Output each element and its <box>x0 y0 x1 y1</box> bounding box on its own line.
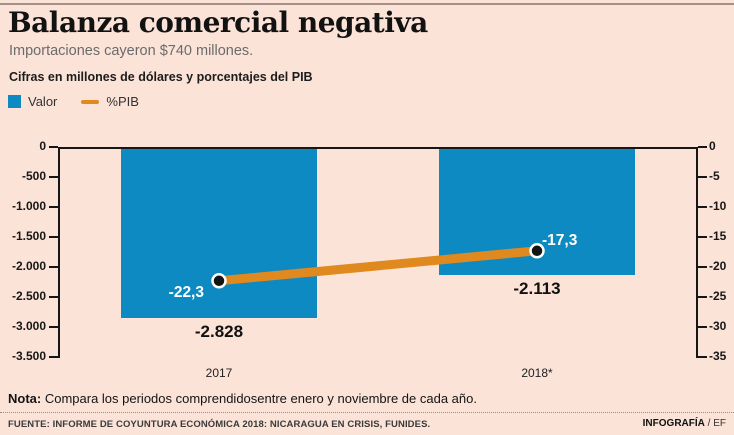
left-axis-line <box>58 147 60 358</box>
pib-line <box>218 246 538 286</box>
right-axis-tick <box>698 176 707 178</box>
right-axis-tick-label: 0 <box>709 139 716 153</box>
bar-swatch-icon <box>8 95 21 108</box>
category-label: 2018* <box>521 366 553 380</box>
category-label: 2017 <box>205 366 233 380</box>
credit-rest: / EF <box>704 418 726 429</box>
bar-value-label: -2.828 <box>194 322 244 341</box>
page-title: Balanza comercial negativa <box>8 6 428 39</box>
left-axis-tick-label: -3.000 <box>11 319 46 333</box>
credit: INFOGRAFÍA / EF <box>643 418 726 429</box>
right-axis-tick-label: -15 <box>709 229 727 243</box>
left-axis-tick-label: -1.000 <box>11 199 46 213</box>
right-axis-tick <box>698 146 707 148</box>
right-axis-tick <box>698 356 707 358</box>
left-axis-tick-label: 0 <box>39 139 46 153</box>
legend-item-valor: Valor <box>8 94 57 109</box>
left-axis-tick <box>49 356 58 358</box>
pib-line-layer <box>211 243 545 289</box>
left-axis-tick <box>49 326 58 328</box>
legend-item-pib: %PIB <box>81 94 139 109</box>
left-axis-tick <box>49 296 58 298</box>
left-axis-tick <box>49 236 58 238</box>
legend-label: Valor <box>28 94 58 109</box>
bar <box>121 149 317 318</box>
chart-legend: Valor %PIB <box>8 94 139 109</box>
line-swatch-icon <box>81 99 100 104</box>
right-axis-tick-label: -30 <box>709 319 727 333</box>
pib-point <box>529 243 545 259</box>
right-axis-line <box>696 147 698 358</box>
credit-brand: INFOGRAFÍA <box>642 418 705 429</box>
right-axis-tick <box>698 206 707 208</box>
right-axis-tick <box>698 266 707 268</box>
source-line: FUENTE: INFORME DE COYUNTURA ECONÓMICA 2… <box>8 419 431 430</box>
pib-value-label: -17,3 <box>542 231 578 249</box>
page-subtitle: Importaciones cayeron $740 millones. <box>9 43 254 59</box>
right-axis-tick-label: -5 <box>709 169 720 183</box>
right-axis-tick-label: -25 <box>709 289 727 303</box>
left-axis-tick <box>49 266 58 268</box>
right-axis-tick <box>698 296 707 298</box>
note-label: Nota: <box>8 391 42 406</box>
top-rule <box>0 3 734 5</box>
left-axis-tick-label: -3.500 <box>11 349 46 363</box>
right-axis-tick <box>698 326 707 328</box>
note: Nota: Compara los periodos comprendidose… <box>8 391 477 406</box>
right-axis-tick <box>698 236 707 238</box>
chart-kicker: Cifras en millones de dólares y porcenta… <box>9 70 313 84</box>
left-axis-tick <box>49 146 58 148</box>
note-text: Compara los periodos comprendidosentre e… <box>41 391 477 406</box>
left-axis-tick-label: -2.000 <box>11 259 46 273</box>
left-axis-tick-label: -2.500 <box>11 289 46 303</box>
right-axis-tick-label: -35 <box>709 349 727 363</box>
right-axis-tick-label: -10 <box>709 199 727 213</box>
pib-point <box>211 273 227 289</box>
left-axis-tick-label: -500 <box>21 169 46 183</box>
right-axis-tick-label: -20 <box>709 259 727 273</box>
left-axis-tick <box>49 206 58 208</box>
left-axis-tick-label: -1.500 <box>11 229 46 243</box>
zero-baseline <box>58 147 698 149</box>
left-axis-tick <box>49 176 58 178</box>
footer-divider <box>0 412 734 413</box>
bar-value-label: -2.113 <box>513 279 561 298</box>
legend-label: %PIB <box>106 94 139 109</box>
pib-value-label: -22,3 <box>168 283 204 301</box>
chart-plot: 0 -500 -1.000 -1.500 -2.000 -2.500 -3.000 -3.50… <box>0 139 734 385</box>
